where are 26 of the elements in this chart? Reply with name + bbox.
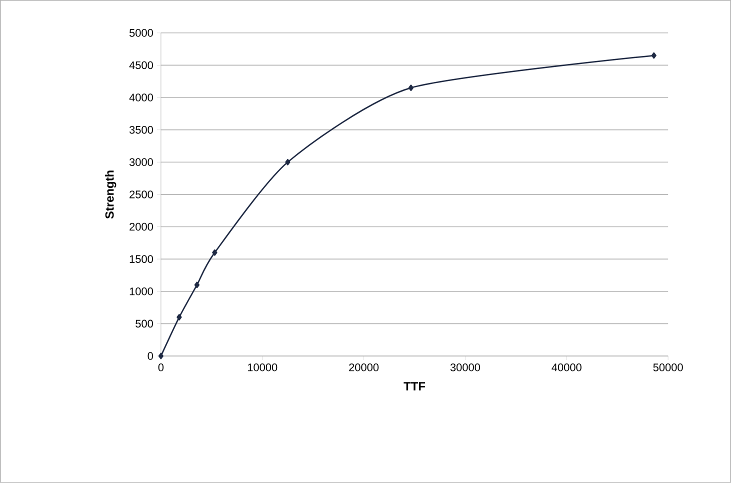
y-tick-label: 5000 <box>129 29 153 37</box>
x-tick-label: 50000 <box>653 364 683 372</box>
y-tick-label: 2000 <box>130 222 153 231</box>
point <box>408 84 414 92</box>
y-tick-label: 4500 <box>129 61 153 70</box>
y-axis-title: Strength <box>105 170 116 219</box>
x-axis-title: TTF <box>404 382 426 390</box>
y-tick-label: 0 <box>148 352 153 360</box>
y-tick-label: 2500 <box>130 190 153 198</box>
point <box>285 158 290 166</box>
point <box>158 352 164 360</box>
x-tick-label: 20000 <box>349 364 379 372</box>
y-tick-label: 1500 <box>130 255 153 263</box>
y-tick-label: 1000 <box>130 288 153 296</box>
point <box>212 249 218 256</box>
y-tick-label: 3500 <box>129 126 153 134</box>
y-tick-label: 500 <box>136 320 153 328</box>
x-tick-label: 30000 <box>450 364 480 372</box>
point <box>651 52 656 59</box>
y-tick-label: 3000 <box>129 158 153 166</box>
x-tick-label: 10000 <box>248 364 278 372</box>
x-tick-label: 0 <box>158 364 164 372</box>
y-tick-label: 4000 <box>129 94 153 102</box>
x-tick-label: 40000 <box>552 364 582 372</box>
point <box>194 282 200 288</box>
point <box>176 314 182 320</box>
